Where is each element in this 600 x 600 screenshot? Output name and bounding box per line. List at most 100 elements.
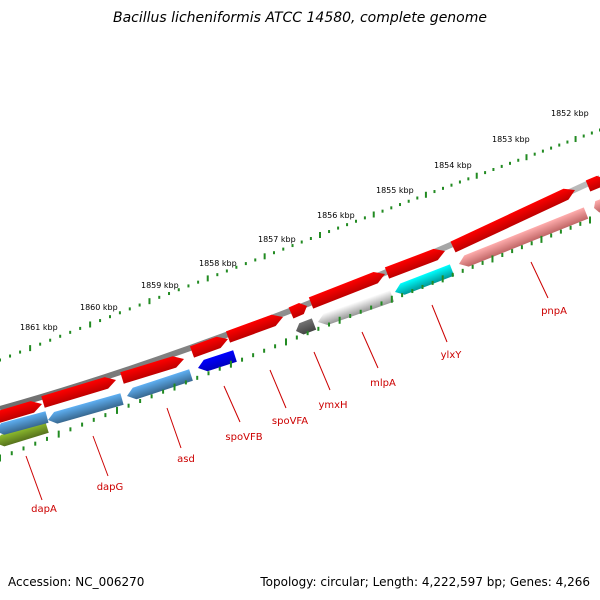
kbp-label: 1853 kbp [492,135,530,144]
label-leader-line [431,304,448,343]
kbp-minor-tick [49,338,52,342]
genome-backbone [0,175,600,412]
minus-gene-arrow-ylxY [395,264,455,295]
inner-tick [184,380,187,385]
inner-tick [401,293,404,298]
gene-label-ylxY[interactable]: ylxY [441,350,463,361]
kbp-major-tick [372,211,375,218]
gene-label-asd[interactable]: asd [177,454,195,465]
label-leader-line [313,351,331,391]
inner-tick [34,441,37,446]
kbp-minor-tick [517,158,520,162]
minus-gene-arrow-dapA [0,421,49,447]
plus-gene-arrow [189,336,228,358]
inner-tick [229,360,232,368]
kbp-minor-tick [197,280,200,284]
kbp-label: 1858 kbp [199,259,237,268]
kbp-label: 1860 kbp [80,303,118,312]
inner-tick [284,338,287,346]
minus-gene-arrow-spoVFB [198,350,237,372]
kbp-label: 1855 kbp [376,186,414,195]
kbp-major-tick [525,154,528,161]
inner-tick [295,335,298,340]
kbp-minor-tick [300,240,303,244]
inner-tick [338,316,341,324]
kbp-minor-tick [59,334,62,338]
label-leader-line [25,455,43,501]
inner-tick [380,301,383,306]
plus-gene-arrow [450,188,576,253]
kbp-minor-tick [138,303,141,307]
kbp-minor-tick [254,258,257,262]
kbp-minor-tick [441,186,444,190]
kbp-minor-tick [407,199,410,203]
inner-tick [540,235,543,243]
inner-tick [218,366,221,371]
kbp-label: 1852 kbp [551,109,589,118]
inner-tick [511,249,514,254]
kbp-label: 1854 kbp [434,161,472,170]
kbp-minor-tick [558,143,561,147]
kbp-label: 1857 kbp [258,235,296,244]
kbp-major-tick [89,321,92,328]
kbp-minor-tick [128,307,131,311]
minus-gene-arrow-dapG [0,411,49,435]
plus-gene-arrow [0,401,43,424]
label-leader-line [223,385,241,423]
map-title: Bacillus licheniformis ATCC 14580, compl… [113,10,487,26]
inner-tick [328,322,331,327]
inner-tick [69,427,72,432]
inner-tick [530,241,533,246]
inner-tick [569,225,572,230]
gene-label-dapA[interactable]: dapA [31,504,57,515]
accession-text: Accession: NC_006270 [8,575,144,589]
kbp-major-tick [29,345,32,352]
kbp-minor-tick [550,146,553,150]
minus-gene-arrow-pnpA [594,198,600,213]
inner-tick [127,403,130,408]
kbp-minor-tick [109,315,111,319]
inner-tick [139,399,142,404]
kbp-major-tick [148,298,151,305]
kbp-minor-tick [328,230,331,234]
kbp-minor-tick [590,131,593,135]
label-leader-line [92,435,109,477]
kbp-minor-tick [450,183,453,187]
label-leader-line [269,369,287,409]
inner-tick [481,260,484,265]
kbp-minor-tick [216,273,219,277]
inner-tick [252,353,255,358]
kbp-minor-tick [0,358,1,362]
gene-label-pnpA[interactable]: pnpA [541,306,567,317]
kbp-minor-tick [99,319,102,323]
kbp-minor-tick [355,219,358,223]
gene-label-dapG[interactable]: dapG [97,482,124,493]
inner-tick [370,305,373,310]
minus-gene-arrow-asd [127,369,193,400]
gene-label-spoVFA[interactable]: spoVFA [272,416,308,427]
kbp-minor-tick [390,206,393,210]
plus-gene-arrow [41,377,116,408]
kbp-minor-tick [541,149,544,153]
plus-gene-arrow [585,175,600,192]
kbp-minor-tick [363,216,366,220]
gene-label-spoVFB[interactable]: spoVFB [225,432,262,443]
minus-gene-arrow-mlpA [318,290,394,326]
kbp-major-tick [206,275,209,282]
kbp-minor-tick [492,168,495,172]
kbp-minor-tick [500,164,503,168]
inner-tick [471,264,474,269]
kbp-minor-tick [69,330,72,334]
inner-tick-marks [0,216,591,462]
inner-tick [589,216,591,224]
topology-text: Topology: circular; Length: 4,222,597 bp… [259,575,590,589]
gene-labels: dapA dapG asd spoVFB spoVFA ymxH mlpA ylxY pnpA [25,261,567,515]
label-leader-line [530,261,549,299]
kbp-minor-tick [416,196,419,200]
inner-tick [162,389,165,394]
gene-label-ymxH[interactable]: ymxH [318,400,347,411]
kbp-label: 1859 kbp [141,281,179,290]
inner-tick [104,413,107,418]
gene-label-mlpA[interactable]: mlpA [370,378,396,389]
kbp-minor-tick [9,354,12,358]
